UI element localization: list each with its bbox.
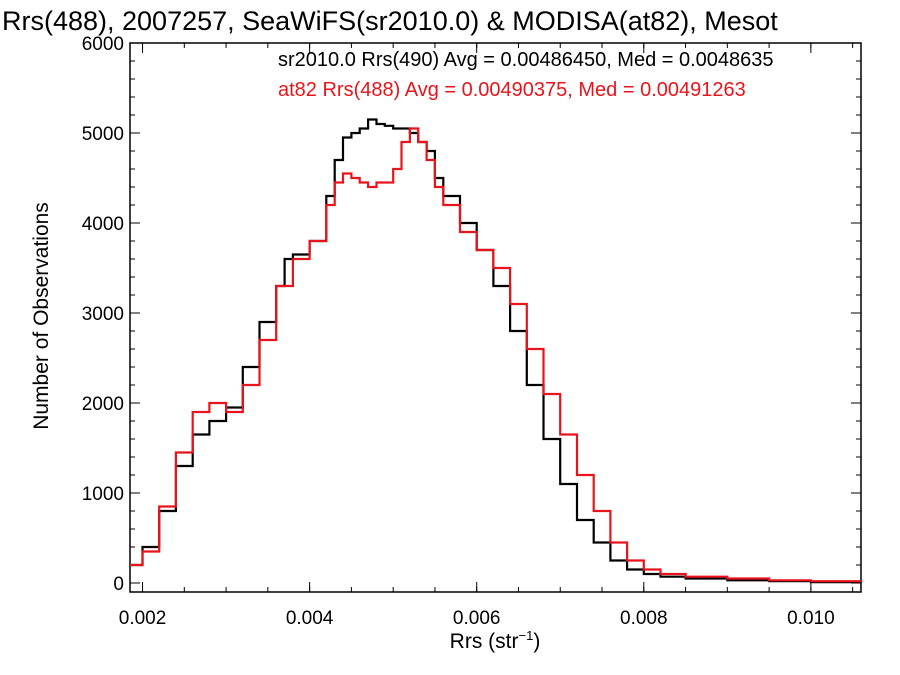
- series-line-1: [130, 118, 863, 584]
- y-tick-label: 0: [113, 574, 124, 595]
- x-tick-label: 0.010: [787, 608, 835, 629]
- legend-series-1: sr2010.0 Rrs(490) Avg = 0.00486450, Med …: [278, 49, 774, 71]
- y-tick-label: 2000: [82, 394, 124, 415]
- x-axis-label-sup: −1: [519, 628, 534, 643]
- x-tick-label: 0.006: [453, 608, 501, 629]
- plot-frame: [129, 42, 862, 593]
- y-tick-label: 6000: [82, 34, 124, 55]
- x-axis-label-close: ): [533, 630, 540, 653]
- y-tick-label: 1000: [82, 484, 124, 505]
- axis-ticks: 0.002 0.004 0.006 0.008 0.010 0 1000 2000 3000 40…: [82, 34, 861, 629]
- chart-title: Rrs(488), 2007257, SeaWiFS(sr2010.0) & M…: [2, 6, 778, 36]
- series-line-2: [130, 127, 863, 583]
- y-axis-label: Number of Observations: [30, 202, 53, 430]
- x-axis-label: Rrs (str−1): [450, 628, 541, 653]
- x-tick-label: 0.008: [620, 608, 668, 629]
- y-tick-label: 4000: [82, 214, 124, 235]
- y-tick-label: 3000: [82, 304, 124, 325]
- series-layer: [130, 118, 863, 584]
- legend-series-2: at82 Rrs(488) Avg = 0.00490375, Med = 0.…: [278, 79, 746, 101]
- x-axis-label-main: Rrs (str: [450, 630, 519, 653]
- x-tick-label: 0.002: [119, 608, 167, 629]
- y-tick-label: 5000: [82, 124, 124, 145]
- x-tick-label: 0.004: [286, 608, 334, 629]
